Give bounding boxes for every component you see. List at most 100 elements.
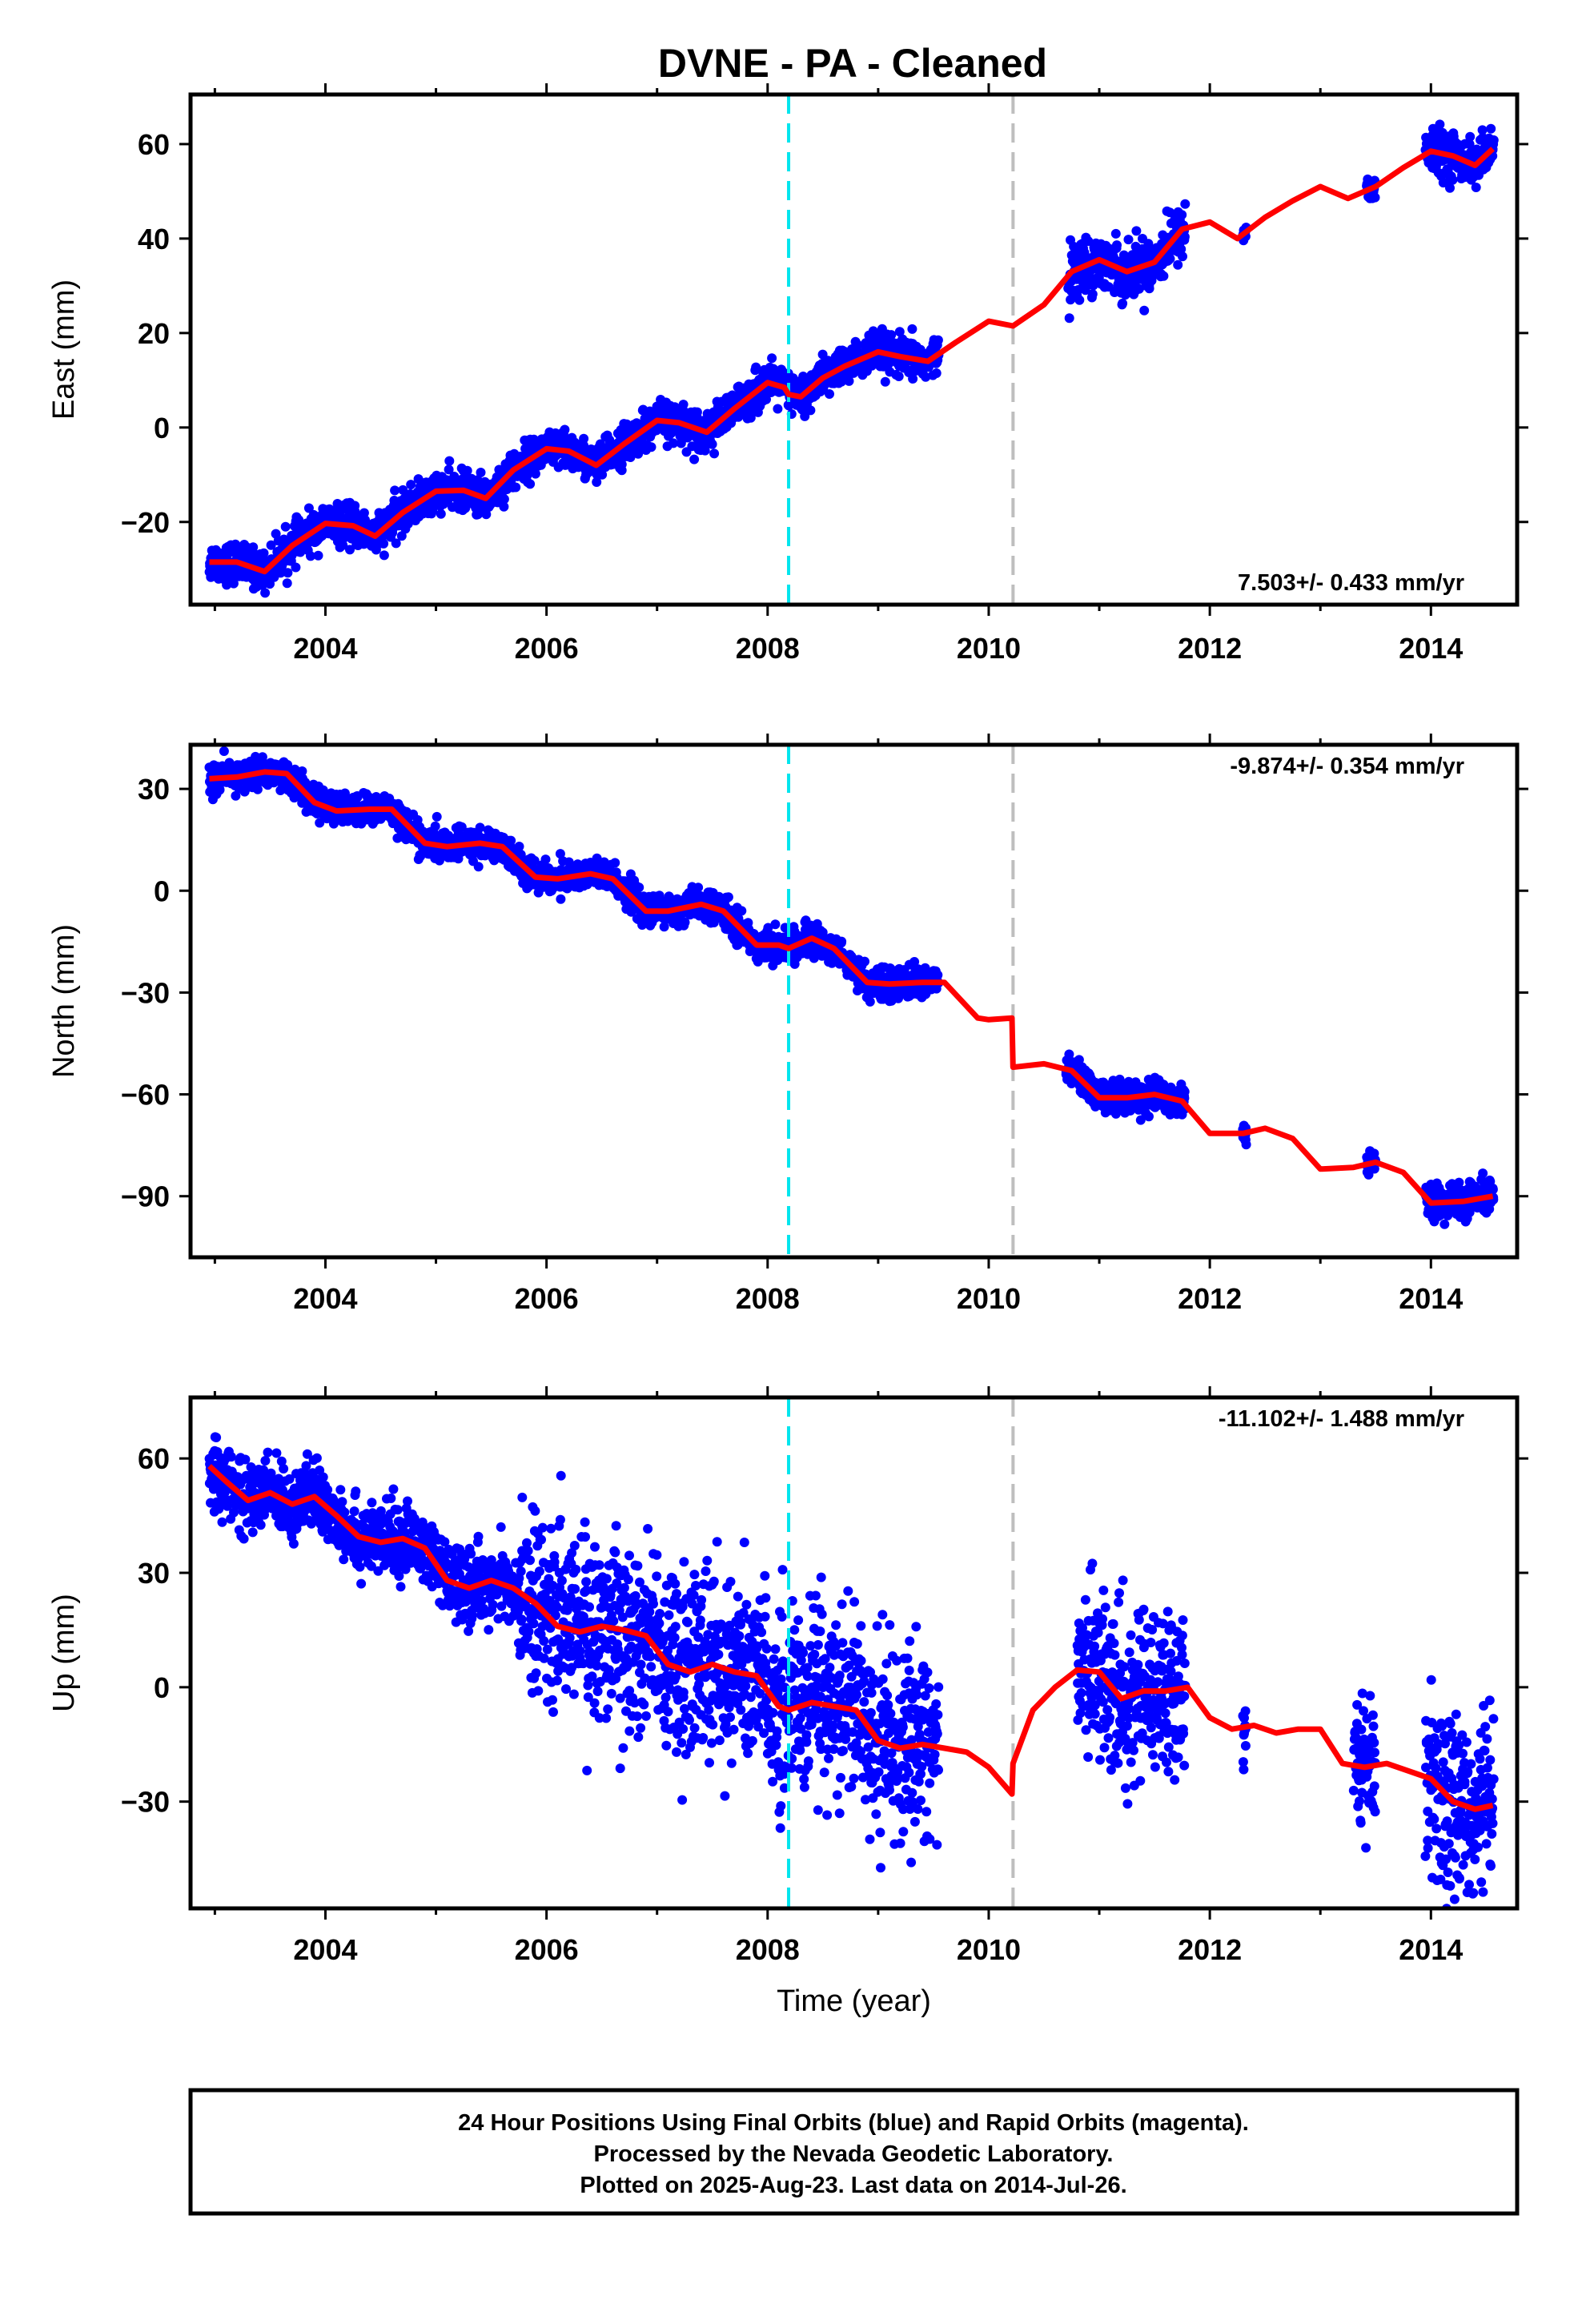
east-xtick-label: 2014 <box>1399 632 1463 665</box>
north-observation-point <box>529 855 540 866</box>
north-panel: 2004 2006 2008 2010 2012 2014−90−60−30030Nort… <box>47 734 1528 1315</box>
east-observation-point <box>894 327 905 337</box>
east-observation-point <box>360 515 370 525</box>
east-observation-point <box>1144 283 1154 294</box>
north-observation-point <box>506 835 516 846</box>
east-observation-point <box>403 519 413 529</box>
east-observation-point <box>921 372 931 382</box>
east-observation-point <box>1177 210 1187 220</box>
east-ytick-label: 40 <box>138 223 170 255</box>
east-ytick-label: −20 <box>121 506 170 539</box>
east-observation-point <box>379 550 389 561</box>
east-observation-point <box>800 411 810 421</box>
north-observation-point <box>318 785 328 795</box>
east-observation-point <box>280 521 291 532</box>
north-observation-point <box>909 957 920 967</box>
east-observation-point <box>592 477 602 487</box>
north-observation-point <box>432 811 442 822</box>
east-observation-point <box>1471 183 1481 192</box>
east-observation-point <box>844 376 854 386</box>
east-observation-point <box>481 509 492 520</box>
east-xtick-label: 2006 <box>515 632 579 665</box>
east-observation-point <box>476 468 486 477</box>
east-observation-point <box>1477 125 1488 135</box>
east-observation-point <box>689 454 700 464</box>
east-observation-point <box>1173 259 1183 270</box>
north-observation-point <box>297 766 307 776</box>
north-observation-point <box>693 883 704 893</box>
east-observation-point <box>1180 199 1191 209</box>
east-observation-point <box>259 548 269 558</box>
north-observation-point <box>556 894 566 904</box>
east-observations <box>204 119 1499 598</box>
east-observation-point <box>616 459 627 469</box>
east-observation-point <box>391 538 401 549</box>
east-observation-point <box>1073 285 1083 295</box>
east-observation-point <box>880 376 890 387</box>
east-observation-point <box>773 404 783 414</box>
north-observation-point <box>555 849 565 859</box>
east-observation-point <box>692 407 702 417</box>
east-rate-label: 7.503+/- 0.433 mm/yr <box>1238 570 1464 596</box>
east-observation-point <box>886 330 897 340</box>
east-plot-area <box>204 94 1499 605</box>
east-observation-point <box>499 494 509 505</box>
north-observation-point <box>737 906 747 916</box>
east-observation-point <box>669 438 679 448</box>
north-observation-point <box>456 822 467 832</box>
east-observation-point <box>291 562 301 573</box>
east-observation-point <box>390 485 400 496</box>
north-observation-point <box>430 821 440 831</box>
north-observation-point <box>837 936 847 947</box>
east-observation-point <box>294 515 304 525</box>
east-observation-point <box>1486 123 1496 134</box>
east-observation-point <box>1131 226 1142 236</box>
east-observation-point <box>1158 271 1169 281</box>
east-observation-point <box>597 469 608 480</box>
east-observation-point <box>1118 298 1128 308</box>
east-observation-point <box>761 394 771 404</box>
north-observation-point <box>219 746 229 756</box>
figure-title: DVNE - PA - Cleaned <box>658 41 1047 86</box>
east-observation-point <box>406 480 416 490</box>
east-observation-point <box>282 578 292 589</box>
north-observation-point <box>475 822 485 833</box>
east-observation-point <box>525 479 536 489</box>
east-observation-point <box>1087 289 1098 300</box>
east-observation-point <box>530 468 540 479</box>
east-observation-point <box>1178 251 1187 262</box>
east-observation-point <box>499 501 509 512</box>
north-observation-point <box>540 854 551 865</box>
north-observation-point <box>416 851 426 862</box>
east-observation-point <box>1064 313 1074 324</box>
east-observation-point <box>933 335 943 345</box>
east-observation-point <box>893 372 904 381</box>
east-observation-point <box>709 448 720 459</box>
east-observation-point <box>1179 231 1190 242</box>
north-observation-point <box>680 917 690 927</box>
east-observation-point <box>1370 192 1380 203</box>
east-observation-point <box>931 368 942 378</box>
east-observation-point <box>306 551 315 561</box>
east-observation-point <box>1139 305 1150 316</box>
east-observation-point <box>1074 295 1085 305</box>
east-observation-point <box>283 568 293 578</box>
east-observation-point <box>511 482 521 493</box>
east-observation-point <box>1445 183 1455 193</box>
east-observation-point <box>379 538 389 549</box>
east-observation-point <box>1123 235 1134 245</box>
east-observation-point <box>1447 175 1458 185</box>
east-observation-point <box>805 405 816 416</box>
east-ytick-label: 20 <box>138 317 170 350</box>
east-observation-point <box>678 400 689 410</box>
east-observation-point <box>825 389 834 399</box>
east-observation-point <box>908 374 918 384</box>
east-observation-point <box>853 340 863 350</box>
east-observation-point <box>1165 254 1175 264</box>
east-observation-point <box>313 550 323 561</box>
east-ytick-label: 60 <box>138 128 170 161</box>
north-observation-point <box>231 790 241 801</box>
east-ytick-label: 0 <box>154 412 170 444</box>
east-observation-point <box>767 353 777 364</box>
east-observation-point <box>1465 131 1476 142</box>
